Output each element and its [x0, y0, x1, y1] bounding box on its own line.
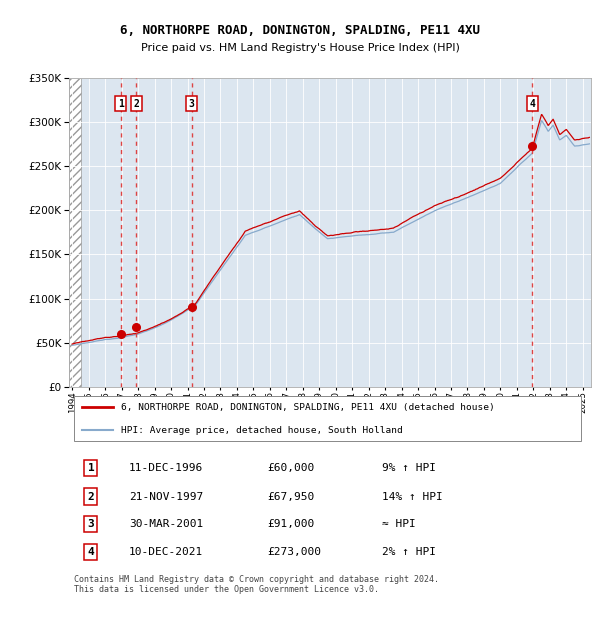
Text: Price paid vs. HM Land Registry's House Price Index (HPI): Price paid vs. HM Land Registry's House …: [140, 43, 460, 53]
Text: 4: 4: [529, 99, 535, 109]
Text: HPI: Average price, detached house, South Holland: HPI: Average price, detached house, Sout…: [121, 426, 403, 435]
FancyBboxPatch shape: [74, 396, 581, 441]
Text: 6, NORTHORPE ROAD, DONINGTON, SPALDING, PE11 4XU: 6, NORTHORPE ROAD, DONINGTON, SPALDING, …: [120, 24, 480, 37]
Text: 2% ↑ HPI: 2% ↑ HPI: [382, 547, 436, 557]
Text: 30-MAR-2001: 30-MAR-2001: [129, 519, 203, 529]
Text: Contains HM Land Registry data © Crown copyright and database right 2024.
This d: Contains HM Land Registry data © Crown c…: [74, 575, 439, 595]
Text: £273,000: £273,000: [268, 547, 322, 557]
Text: 2: 2: [133, 99, 139, 109]
Text: 3: 3: [88, 519, 94, 529]
Text: 1: 1: [118, 99, 124, 109]
Text: 6, NORTHORPE ROAD, DONINGTON, SPALDING, PE11 4XU (detached house): 6, NORTHORPE ROAD, DONINGTON, SPALDING, …: [121, 403, 495, 412]
Text: 4: 4: [88, 547, 94, 557]
Text: 10-DEC-2021: 10-DEC-2021: [129, 547, 203, 557]
Text: 2: 2: [88, 492, 94, 502]
Text: £67,950: £67,950: [268, 492, 314, 502]
Text: ≈ HPI: ≈ HPI: [382, 519, 416, 529]
Text: £60,000: £60,000: [268, 463, 314, 473]
Bar: [69, 78, 80, 388]
Text: 3: 3: [188, 99, 194, 109]
Text: 21-NOV-1997: 21-NOV-1997: [129, 492, 203, 502]
Text: 1: 1: [88, 463, 94, 473]
Text: 14% ↑ HPI: 14% ↑ HPI: [382, 492, 443, 502]
Text: 9% ↑ HPI: 9% ↑ HPI: [382, 463, 436, 473]
Text: £91,000: £91,000: [268, 519, 314, 529]
Text: 11-DEC-1996: 11-DEC-1996: [129, 463, 203, 473]
